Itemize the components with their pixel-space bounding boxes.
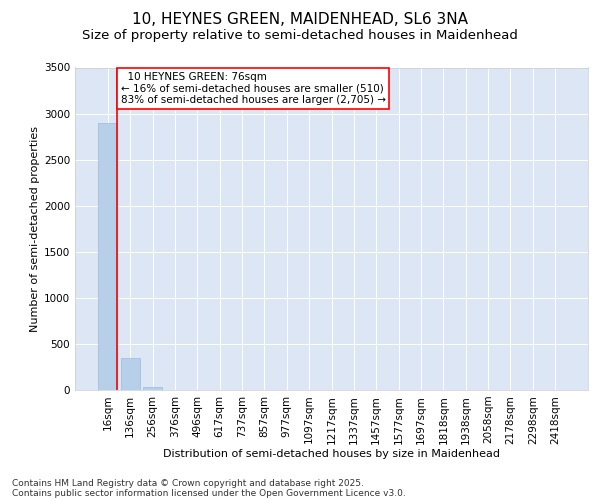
Text: Contains public sector information licensed under the Open Government Licence v3: Contains public sector information licen… bbox=[12, 488, 406, 498]
Y-axis label: Number of semi-detached properties: Number of semi-detached properties bbox=[30, 126, 40, 332]
Text: 10 HEYNES GREEN: 76sqm
← 16% of semi-detached houses are smaller (510)
83% of se: 10 HEYNES GREEN: 76sqm ← 16% of semi-det… bbox=[121, 72, 386, 106]
Bar bbox=[143, 387, 162, 390]
Text: Size of property relative to semi-detached houses in Maidenhead: Size of property relative to semi-detach… bbox=[82, 29, 518, 42]
X-axis label: Distribution of semi-detached houses by size in Maidenhead: Distribution of semi-detached houses by … bbox=[163, 449, 500, 459]
Text: 10, HEYNES GREEN, MAIDENHEAD, SL6 3NA: 10, HEYNES GREEN, MAIDENHEAD, SL6 3NA bbox=[132, 12, 468, 28]
Text: Contains HM Land Registry data © Crown copyright and database right 2025.: Contains HM Land Registry data © Crown c… bbox=[12, 478, 364, 488]
Bar bbox=[98, 123, 118, 390]
Bar bbox=[121, 358, 140, 390]
